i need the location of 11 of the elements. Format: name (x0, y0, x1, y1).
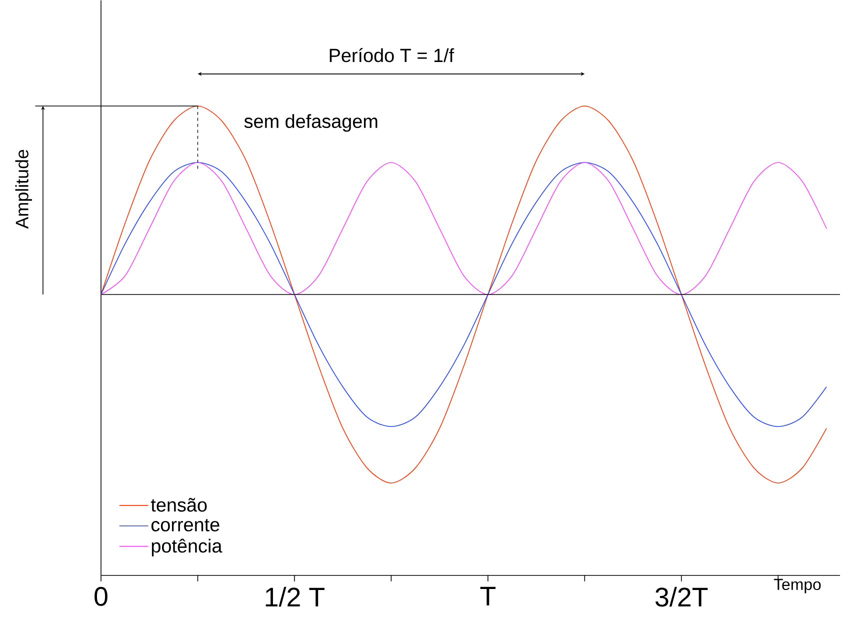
x-tick-label: 1/2 T (266, 586, 324, 606)
x-tick-label: T (480, 586, 496, 606)
legend-label: potência (152, 538, 222, 556)
x-tick-label: 0 (94, 586, 108, 606)
x-tick-label: 3/2T (656, 586, 708, 606)
legend-label: corrente (151, 518, 220, 532)
y-axis-title: Amplitude (15, 150, 32, 229)
legend-label: tensão (150, 498, 207, 512)
text: Período T = 1/f (330, 48, 454, 62)
annotation: sem defasagem (244, 114, 378, 132)
x-axis-title: Tempo (774, 578, 821, 593)
